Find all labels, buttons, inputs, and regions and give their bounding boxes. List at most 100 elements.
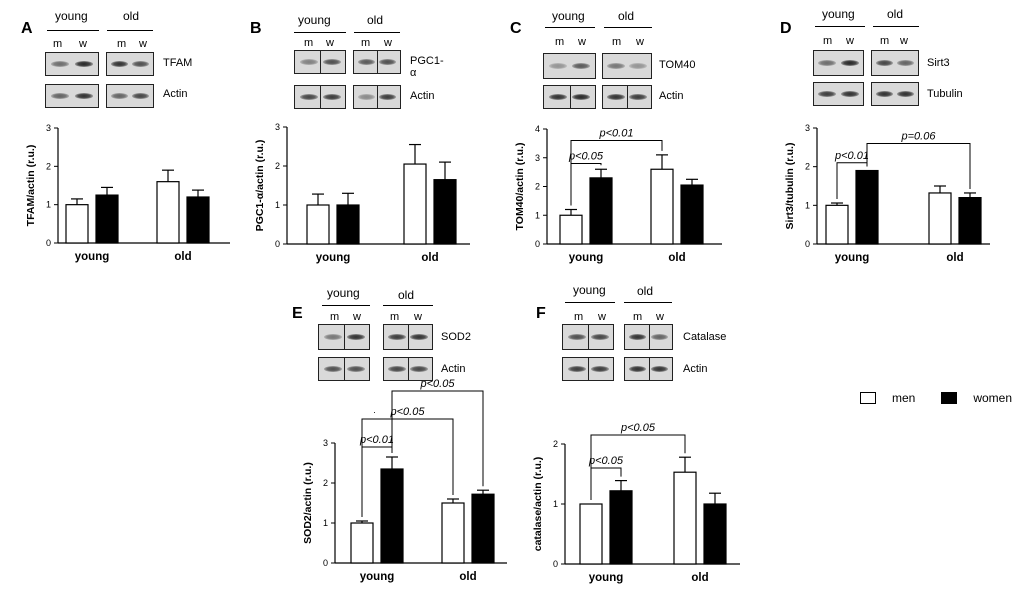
group-label-young: young <box>55 9 88 23</box>
blot-band <box>572 94 591 100</box>
x-tick-label: young <box>569 252 604 264</box>
western-blot-strip <box>106 52 154 76</box>
blot-band <box>322 59 341 65</box>
significance-label: p<0.01 <box>359 434 394 446</box>
blot-band <box>323 334 342 340</box>
lane-label: w <box>846 35 854 47</box>
western-blot-strip <box>294 85 346 109</box>
western-blot-strip <box>602 53 652 79</box>
blot-lane-divider <box>588 358 589 380</box>
y-tick-label: 0 <box>535 239 540 249</box>
blot-band <box>50 93 70 99</box>
bar <box>609 490 633 565</box>
blot-lane-divider <box>569 86 571 108</box>
significance-label: p=0.06 <box>901 130 937 142</box>
bar <box>441 502 465 564</box>
blot-lane-divider <box>648 325 650 349</box>
group-underline <box>873 26 919 27</box>
blot-band <box>607 94 625 100</box>
bar <box>186 196 210 244</box>
western-blot-strip <box>318 357 370 381</box>
legend-label-men: men <box>892 390 916 405</box>
blot-band <box>650 334 668 340</box>
bar <box>650 168 674 245</box>
blot-label: TOM40 <box>659 59 696 71</box>
blot-label: Catalase <box>683 331 727 343</box>
significance-bracket <box>361 418 454 517</box>
blot-lane-divider <box>344 358 345 380</box>
western-blot-strip <box>624 357 673 381</box>
y-tick-label: 1 <box>535 210 540 220</box>
western-blot-strip <box>45 84 99 108</box>
group-label-young: young <box>573 283 606 297</box>
blot-label: Actin <box>410 90 435 102</box>
blot-band <box>607 63 625 69</box>
blot-band <box>111 93 128 99</box>
lane-label: m <box>612 36 622 48</box>
lane-label: w <box>326 37 334 49</box>
blot-band <box>322 94 341 100</box>
bar <box>673 471 697 565</box>
blot-band <box>74 61 94 67</box>
y-tick-label: 4 <box>535 124 540 134</box>
group-label-young: young <box>327 286 360 300</box>
blot-band <box>388 334 406 340</box>
blot-band <box>840 60 859 66</box>
y-tick-label: 1 <box>553 499 558 509</box>
blot-band <box>629 63 647 69</box>
y-tick-label: 0 <box>805 239 810 249</box>
panel-label: C <box>510 20 522 37</box>
blot-lane-divider <box>627 86 628 108</box>
x-tick-label: young <box>360 571 395 583</box>
panel-label: A <box>21 20 33 37</box>
blot-lane-divider <box>408 358 409 380</box>
group-label-young: young <box>552 9 585 23</box>
western-blot-strip <box>543 53 596 79</box>
y-axis-label: TOM40/actin (r.u.) <box>514 143 526 231</box>
western-blot-strip <box>383 324 433 350</box>
y-tick-label: 1 <box>323 518 328 528</box>
western-blot-strip <box>294 50 346 74</box>
western-blot-strip <box>318 324 370 350</box>
lane-label: m <box>880 35 890 47</box>
bar <box>156 181 180 244</box>
lane-label: w <box>384 37 392 49</box>
group-underline <box>624 302 672 303</box>
y-tick-label: 1 <box>46 200 51 210</box>
western-blot-strip <box>624 324 673 350</box>
lane-label: w <box>636 36 644 48</box>
bar-chart-catalase: 0 1 2 catalase/actin (r.u.) young old p<0.05 p<… <box>532 422 740 584</box>
chart-plot: 0 1 2 3 PGC1-α/actin (r.u.) young old <box>254 122 470 264</box>
bar <box>471 493 495 564</box>
significance-label: p<0.05 <box>588 455 624 467</box>
blot-label: Tubulin <box>927 88 963 100</box>
bar-chart-pgc1a: 0 1 2 3 PGC1-α/actin (r.u.) young old <box>254 122 470 264</box>
bar-chart-sod2: 0 1 2 3 SOD2/actin (r.u.) young old p<0.01 p<0.0… <box>302 378 507 583</box>
blot-band <box>897 60 914 66</box>
x-tick-label: old <box>459 571 476 583</box>
x-tick-label: young <box>589 572 624 584</box>
group-label-young: young <box>298 13 331 27</box>
lane-label: m <box>633 311 643 323</box>
significance-label: p<0.05 <box>420 378 456 390</box>
group-label-old: old <box>618 9 635 23</box>
y-tick-label: 3 <box>805 123 810 133</box>
western-blot-strip <box>353 85 401 109</box>
blot-lane-divider <box>588 325 589 349</box>
blot-label: TFAM <box>163 57 193 69</box>
group-underline <box>47 30 99 31</box>
blot-band <box>818 60 837 66</box>
bar <box>928 192 952 245</box>
x-tick-label: young <box>75 251 110 263</box>
western-blot-strip <box>813 82 864 106</box>
stray-mark: · <box>373 407 376 417</box>
group-underline <box>322 305 370 306</box>
legend: men women <box>860 390 1012 405</box>
bar <box>589 177 613 245</box>
blot-band <box>410 334 428 340</box>
western-blot-strip <box>106 84 154 108</box>
panel-label: D <box>780 20 792 37</box>
legend-label-women: women <box>973 390 1013 405</box>
blot-band <box>299 94 318 100</box>
group-label-old: old <box>887 7 904 21</box>
